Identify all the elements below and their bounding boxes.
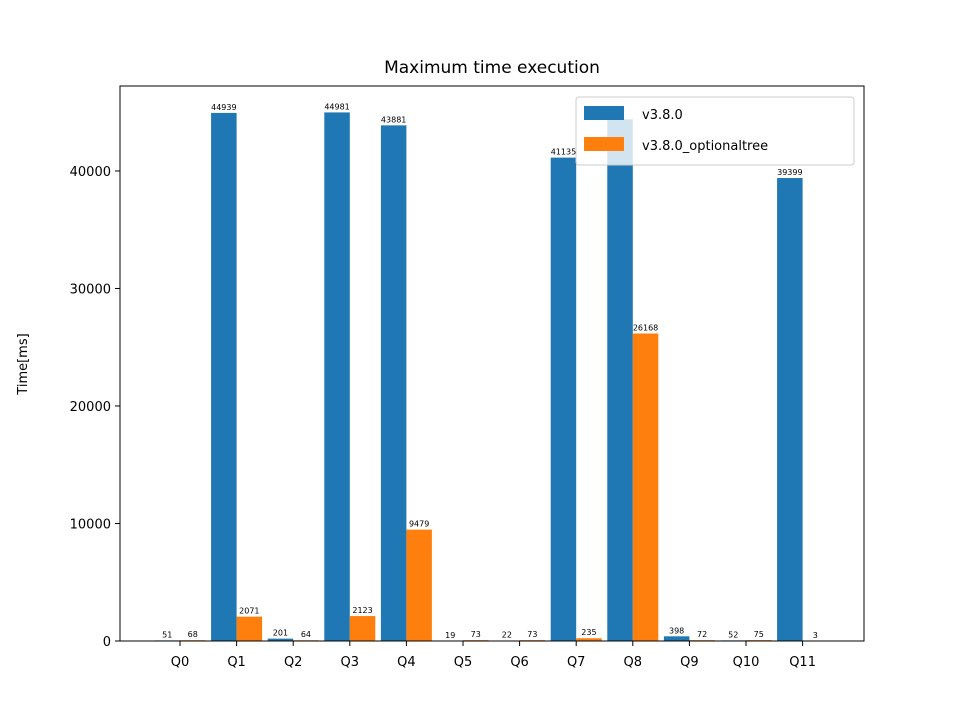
data-label-v3-8-0-optionaltree-q1: 2071 — [239, 607, 259, 616]
data-label-v3-8-0-optionaltree-q11: 3 — [813, 631, 818, 640]
legend-label-v3-8-0-optionaltree: v3.8.0_optionaltree — [642, 139, 768, 154]
bar-v3-8-0-q2 — [267, 638, 294, 641]
bar-v3-8-0-q9 — [663, 636, 690, 641]
bar-v3-8-0-q7 — [550, 157, 577, 641]
x-tick-label-q5: Q5 — [454, 655, 473, 670]
y-tick-label-0: 0 — [103, 635, 111, 650]
x-tick-label-q3: Q3 — [341, 655, 360, 670]
y-tick-label-40000: 40000 — [70, 165, 111, 180]
x-tick-label-q0: Q0 — [171, 655, 190, 670]
data-label-v3-8-0-q11: 39399 — [777, 168, 802, 177]
legend-swatch-v3-8-0 — [584, 106, 624, 120]
bar-v3-8-0-optionaltree-q8 — [632, 333, 659, 641]
bar-v3-8-0-optionaltree-q7 — [576, 638, 602, 641]
data-label-v3-8-0-optionaltree-q2: 64 — [301, 630, 311, 639]
x-tick-label-q10: Q10 — [733, 655, 760, 670]
y-tick-label-10000: 10000 — [70, 517, 111, 532]
data-label-v3-8-0-q9: 398 — [669, 626, 684, 635]
x-tick-label-q6: Q6 — [510, 655, 529, 670]
legend: v3.8.0 v3.8.0_optionaltree — [575, 96, 855, 166]
data-label-v3-8-0-q1: 44939 — [211, 103, 236, 112]
data-label-v3-8-0-optionaltree-q0: 68 — [188, 630, 198, 639]
bars-group — [154, 112, 829, 642]
data-label-v3-8-0-optionaltree-q10: 75 — [754, 630, 764, 639]
bar-v3-8-0-q3 — [324, 112, 350, 642]
data-label-v3-8-0-q5: 19 — [445, 631, 455, 640]
data-label-v3-8-0-optionaltree-q8: 26168 — [633, 323, 658, 332]
bar-v3-8-0-q4 — [380, 125, 407, 641]
bar-v3-8-0-optionaltree-q4 — [406, 529, 432, 641]
y-tick-label-30000: 30000 — [70, 282, 111, 297]
x-tick-label-q11: Q11 — [789, 655, 816, 670]
chart-title: Maximum time execution — [384, 58, 600, 78]
y-axis-label: Time[ms] — [16, 333, 31, 395]
data-label-v3-8-0-optionaltree-q4: 9479 — [409, 520, 429, 529]
data-label-v3-8-0-q0: 51 — [162, 630, 172, 639]
data-label-v3-8-0-optionaltree-q5: 73 — [471, 630, 481, 639]
x-tick-label-q4: Q4 — [397, 655, 416, 670]
data-label-v3-8-0-optionaltree-q6: 73 — [527, 630, 537, 639]
x-tick-label-q8: Q8 — [624, 655, 643, 670]
data-label-v3-8-0-optionaltree-q7: 235 — [581, 628, 596, 637]
x-tick-label-q7: Q7 — [567, 655, 586, 670]
data-label-v3-8-0-q3: 44981 — [324, 102, 349, 111]
data-label-v3-8-0-q4: 43881 — [381, 115, 406, 124]
x-axis: Q0 Q1 Q2 Q3 Q4 Q5 Q6 Q7 Q8 Q9 Q10 Q11 — [171, 641, 816, 670]
bar-v3-8-0-q11 — [777, 178, 803, 641]
legend-frame — [575, 96, 855, 166]
plot-frame — [119, 85, 865, 642]
bar-v3-8-0-optionaltree-q1 — [236, 616, 263, 641]
data-label-v3-8-0-q10: 52 — [728, 630, 738, 639]
data-label-v3-8-0-q2: 201 — [273, 629, 288, 638]
legend-label-v3-8-0: v3.8.0 — [642, 108, 683, 123]
data-label-v3-8-0-q7: 41135 — [551, 148, 576, 157]
bar-v3-8-0-q8 — [607, 119, 633, 642]
data-label-v3-8-0-q6: 22 — [502, 631, 512, 640]
data-label-v3-8-0-optionaltree-q3: 2123 — [352, 606, 372, 615]
data-labels-group: 51 68 44939 2071 201 64 44981 2123 43881 9479 19 73… — [162, 102, 818, 640]
data-label-v3-8-0-optionaltree-q9: 72 — [697, 630, 707, 639]
bar-v3-8-0-optionaltree-q3 — [349, 616, 376, 641]
x-tick-label-q9: Q9 — [680, 655, 699, 670]
x-tick-label-q2: Q2 — [284, 655, 303, 670]
y-axis: 0 10000 20000 30000 40000 — [70, 165, 120, 650]
legend-swatch-v3-8-0-optionaltree — [584, 137, 624, 151]
x-tick-label-q1: Q1 — [227, 655, 246, 670]
y-tick-label-20000: 20000 — [70, 400, 111, 415]
bar-v3-8-0-q1 — [211, 112, 237, 641]
